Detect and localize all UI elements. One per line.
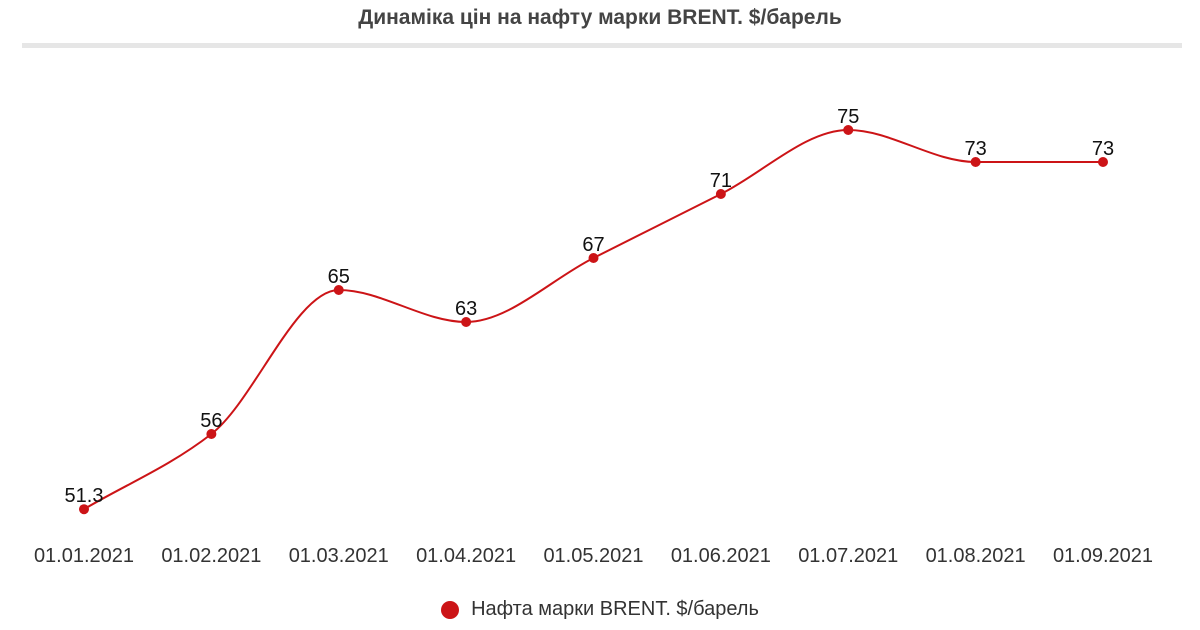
data-point[interactable] [970, 157, 981, 167]
data-point[interactable] [333, 285, 344, 295]
data-label: 73 [965, 138, 987, 160]
data-label: 73 [1092, 138, 1114, 160]
x-tick-label: 01.07.2021 [798, 545, 898, 567]
data-point[interactable] [715, 189, 726, 199]
legend-marker-icon [441, 600, 460, 619]
data-label: 67 [582, 234, 604, 256]
x-axis-tick-layer: 01.01.2021 01.02.2021 01.03.2021 01.04.2021… [34, 545, 1153, 567]
data-point[interactable] [206, 429, 217, 439]
x-tick-label: 01.04.2021 [416, 545, 516, 567]
series-line [83, 128, 1103, 511]
x-tick-label: 01.01.2021 [34, 545, 134, 567]
chart-title: Динаміка цін на нафту марки BRENT. $/бар… [358, 6, 842, 29]
data-point[interactable] [461, 317, 472, 327]
data-point[interactable] [1098, 157, 1108, 167]
legend-label: Нафта марки BRENT. $/барель [471, 598, 759, 620]
x-tick-label: 01.09.2021 [1053, 545, 1153, 567]
legend[interactable]: Нафта марки BRENT. $/барель [0, 598, 1200, 621]
data-point-layer [79, 125, 1108, 515]
data-point[interactable] [843, 125, 854, 135]
x-tick-label: 01.06.2021 [671, 545, 771, 567]
data-label: 51.3 [65, 485, 104, 507]
series-line-layer [83, 128, 1103, 511]
x-tick-label: 01.03.2021 [289, 545, 389, 567]
x-tick-label: 01.05.2021 [543, 545, 643, 567]
data-point[interactable] [79, 504, 89, 515]
data-label: 75 [837, 106, 859, 128]
data-label: 63 [455, 298, 477, 320]
data-label: 71 [710, 170, 732, 192]
data-point[interactable] [588, 253, 599, 263]
title-divider [22, 43, 1182, 48]
x-tick-label: 01.08.2021 [926, 545, 1026, 567]
data-label: 56 [200, 410, 222, 432]
data-label-layer: 51.3 56 65 63 67 71 75 73 73 [65, 106, 1115, 507]
data-label: 65 [328, 266, 350, 288]
x-tick-label: 01.02.2021 [161, 545, 261, 567]
